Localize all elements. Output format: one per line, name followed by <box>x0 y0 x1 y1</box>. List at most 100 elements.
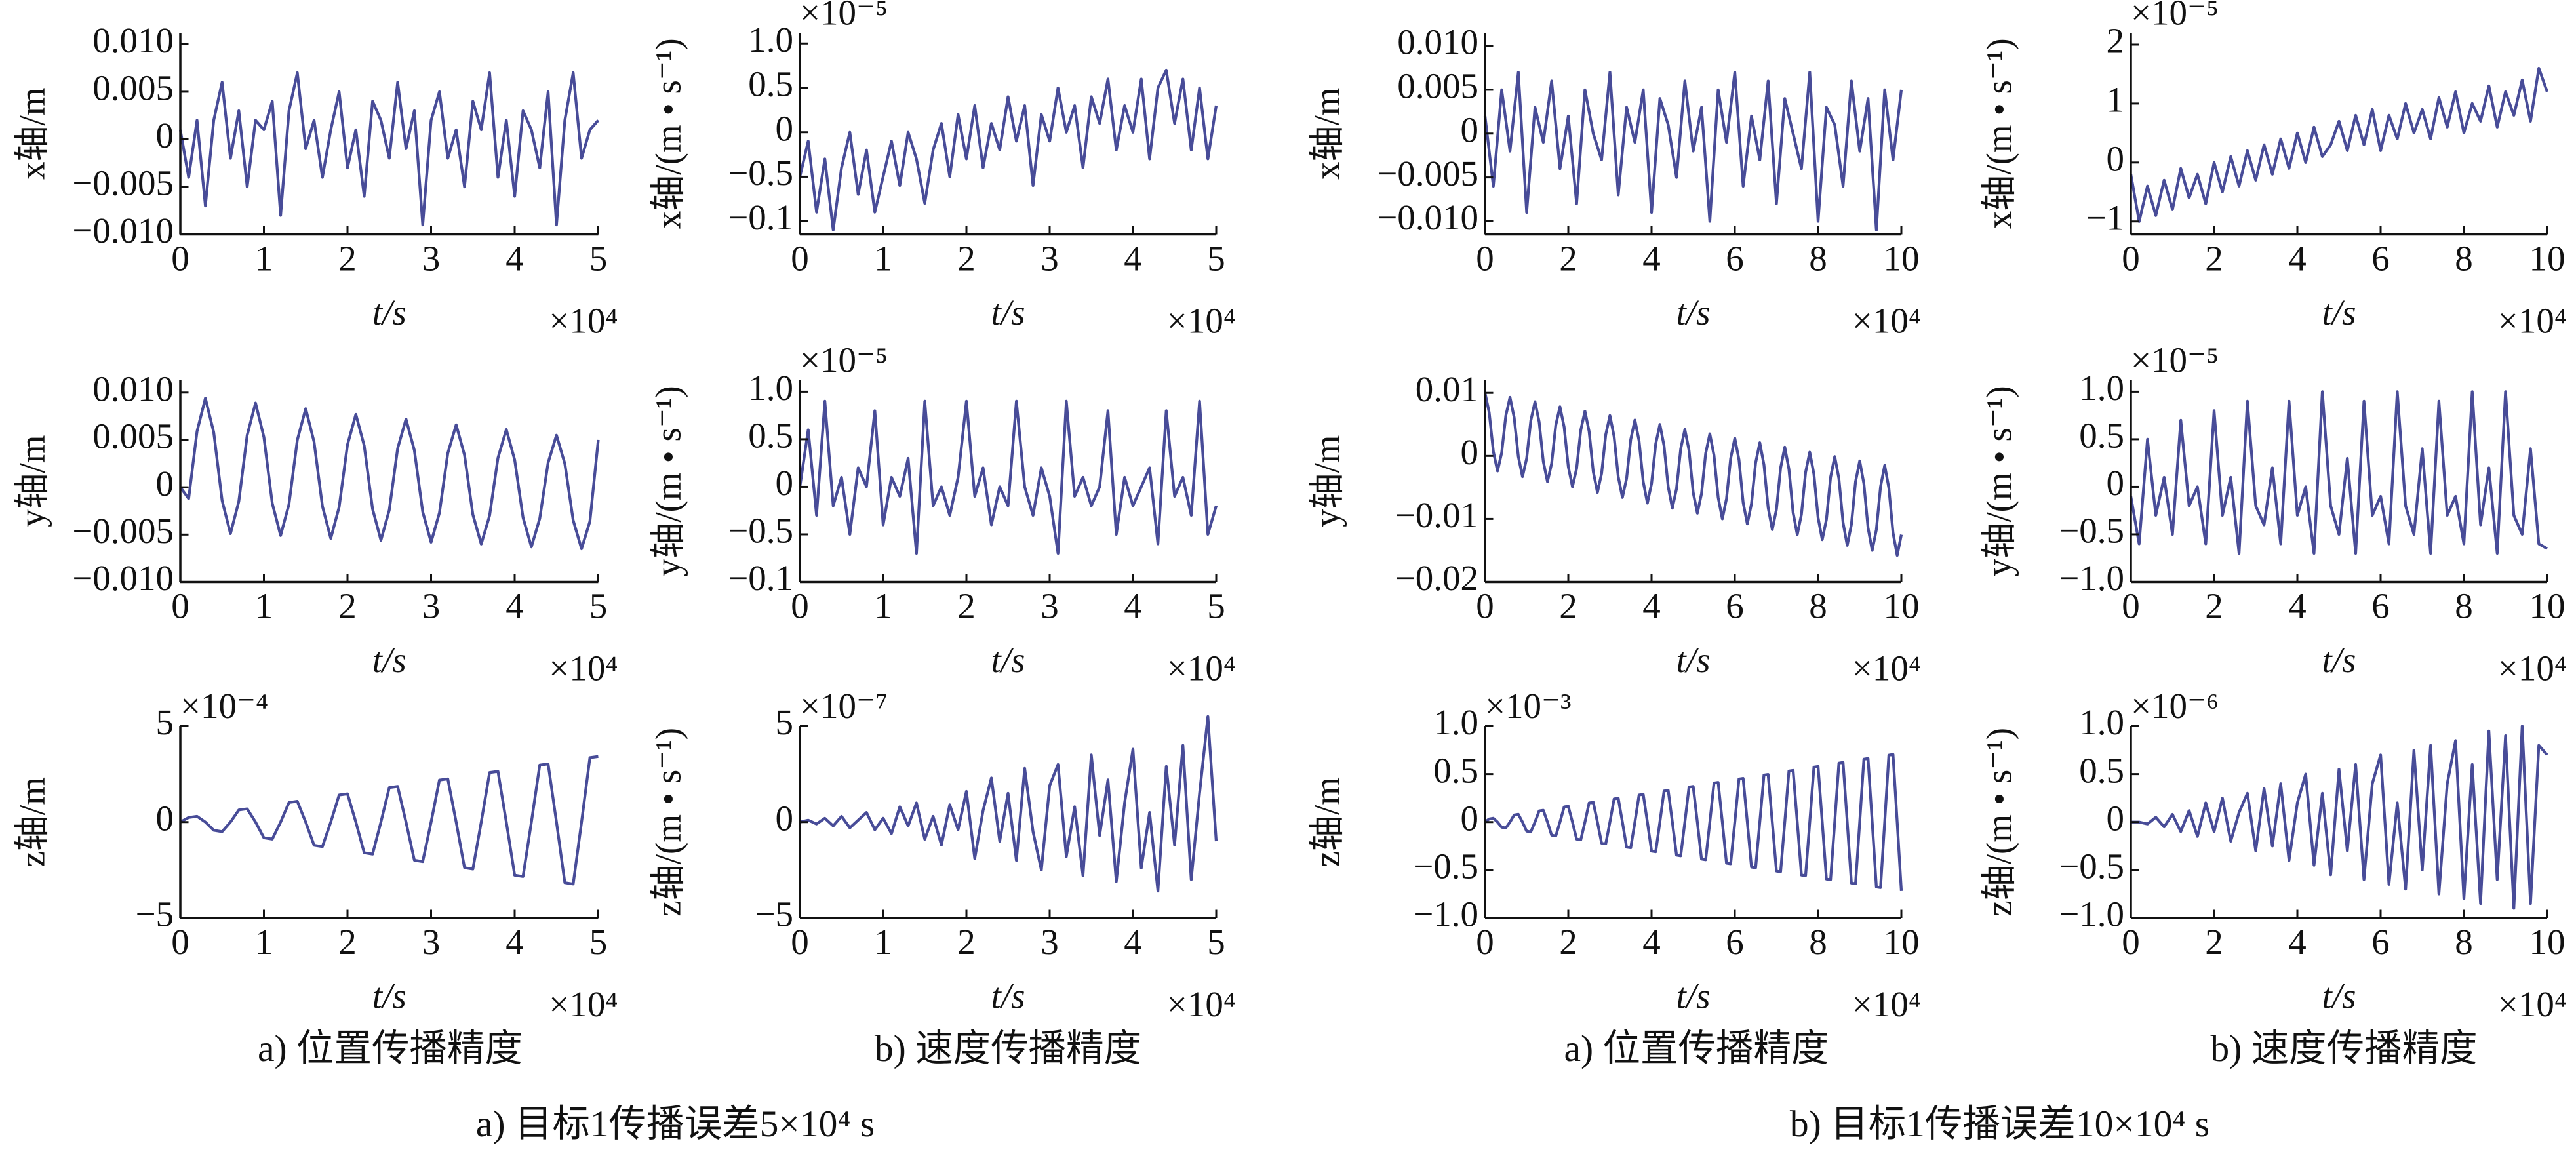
y-tick-label: −0.010 <box>1377 197 1478 237</box>
y-multiplier: ×10⁻⁶ <box>2131 686 2219 726</box>
x-tick-label: 0 <box>2122 239 2140 279</box>
x-tick-label: 4 <box>1124 586 1142 626</box>
x-tick-label: 4 <box>1124 239 1142 279</box>
y-tick-label: −0.5 <box>728 511 793 551</box>
x-tick-label: 2 <box>338 922 357 962</box>
x-tick-label: 3 <box>422 239 441 279</box>
x-tick-label: 4 <box>1642 922 1661 962</box>
x-tick-label: 4 <box>1642 239 1661 279</box>
x-axis-label: t/s <box>1676 292 1711 332</box>
y-axis-label: z轴/m <box>1307 777 1347 867</box>
y-axis-label: z轴/m <box>12 777 52 867</box>
data-line <box>2131 725 2548 910</box>
y-tick-label: 0 <box>776 108 794 148</box>
subcaption: b) 速度传播精度 <box>2210 1028 2477 1069</box>
x-tick-label: 0 <box>1476 586 1494 626</box>
y-tick-label: −0.5 <box>728 153 793 193</box>
x-multiplier: ×10⁴ <box>549 301 618 341</box>
x-tick-label: 0 <box>171 922 189 962</box>
y-multiplier: ×10⁻⁵ <box>2131 0 2219 33</box>
x-tick-label: 3 <box>422 922 441 962</box>
x-axis-label: t/s <box>2322 640 2356 680</box>
x-tick-label: 10 <box>1884 239 1920 279</box>
x-tick-label: 2 <box>1559 239 1577 279</box>
data-line <box>798 399 1218 555</box>
data-line <box>799 715 1218 893</box>
x-axis-label: t/s <box>2322 976 2356 1016</box>
x-tick-label: 4 <box>2288 922 2307 962</box>
y-tick-label: 0.5 <box>1433 750 1478 790</box>
y-tick-label: −1.0 <box>1413 894 1478 934</box>
x-tick-label: 10 <box>2529 922 2566 962</box>
y-tick-label: 0.5 <box>2079 416 2124 456</box>
y-tick-label: 0.005 <box>92 416 174 456</box>
y-tick-label: 0 <box>1461 109 1479 149</box>
x-tick-label: 5 <box>1207 586 1225 626</box>
x-tick-label: 3 <box>1040 586 1059 626</box>
x-axis-label: t/s <box>991 976 1025 1016</box>
x-multiplier: ×10⁴ <box>2498 984 2567 1024</box>
x-tick-label: 5 <box>589 586 608 626</box>
x-tick-label: 6 <box>1726 586 1744 626</box>
x-tick-label: 4 <box>2288 586 2307 626</box>
x-tick-label: 4 <box>505 239 524 279</box>
y-axis-label: x轴/(m • s⁻¹) <box>1979 38 2019 229</box>
x-tick-label: 2 <box>1559 586 1577 626</box>
x-tick-label: 2 <box>957 586 976 626</box>
x-tick-label: 0 <box>171 239 189 279</box>
x-tick-label: 10 <box>1884 586 1920 626</box>
x-tick-label: 6 <box>1726 239 1744 279</box>
y-tick-label: −0.01 <box>1395 495 1478 535</box>
x-multiplier: ×10⁴ <box>1167 984 1236 1024</box>
data-line <box>1483 71 1903 231</box>
y-multiplier: ×10⁻⁴ <box>180 686 268 726</box>
x-axis-label: t/s <box>372 640 406 680</box>
x-tick-label: 0 <box>791 239 809 279</box>
y-tick-label: −1.0 <box>2059 558 2124 598</box>
y-tick-label: 0 <box>156 464 174 504</box>
y-tick-label: 0.010 <box>92 20 174 60</box>
y-tick-label: 2 <box>2107 21 2125 61</box>
x-tick-label: 4 <box>2288 239 2307 279</box>
y-axis-label: z轴/(m • s⁻¹) <box>648 728 688 917</box>
y-tick-label: −0.005 <box>72 163 174 203</box>
y-tick-label: 1.0 <box>2079 702 2124 742</box>
x-axis-label: t/s <box>2322 292 2356 332</box>
x-tick-label: 2 <box>957 239 976 279</box>
x-tick-label: 10 <box>1884 922 1920 962</box>
y-tick-label: 0.010 <box>1397 22 1478 62</box>
y-multiplier: ×10⁻⁷ <box>800 686 888 726</box>
data-line <box>2129 390 2548 555</box>
x-tick-label: 3 <box>1040 239 1059 279</box>
y-tick-label: −5 <box>135 894 174 934</box>
y-tick-label: −0.02 <box>1395 558 1478 598</box>
x-axis-label: t/s <box>1676 640 1711 680</box>
y-tick-label: 0.5 <box>748 64 793 104</box>
x-tick-label: 2 <box>2205 922 2223 962</box>
x-tick-label: 3 <box>1040 922 1059 962</box>
x-tick-label: 2 <box>1559 922 1577 962</box>
y-tick-label: 0 <box>776 463 794 503</box>
x-tick-label: 1 <box>255 922 273 962</box>
x-tick-label: 0 <box>2122 586 2140 626</box>
y-tick-label: 0.5 <box>748 416 793 456</box>
x-tick-label: 3 <box>422 586 441 626</box>
y-tick-label: 5 <box>156 702 174 742</box>
y-tick-label: −0.005 <box>1377 153 1478 193</box>
y-axis-label: x轴/(m • s⁻¹) <box>648 38 688 229</box>
x-tick-label: 8 <box>2455 239 2473 279</box>
y-tick-label: 0.005 <box>92 68 174 108</box>
y-tick-label: 1.0 <box>748 368 793 408</box>
data-line <box>2129 66 2549 223</box>
y-multiplier: ×10⁻⁵ <box>2131 340 2219 380</box>
y-tick-label: 1.0 <box>748 20 793 60</box>
data-line <box>179 755 599 886</box>
x-tick-label: 6 <box>2371 922 2390 962</box>
y-multiplier: ×10⁻⁵ <box>800 0 888 33</box>
x-tick-label: 0 <box>171 586 189 626</box>
x-tick-label: 1 <box>255 586 273 626</box>
x-tick-label: 4 <box>505 586 524 626</box>
x-multiplier: ×10⁴ <box>1852 984 1921 1024</box>
